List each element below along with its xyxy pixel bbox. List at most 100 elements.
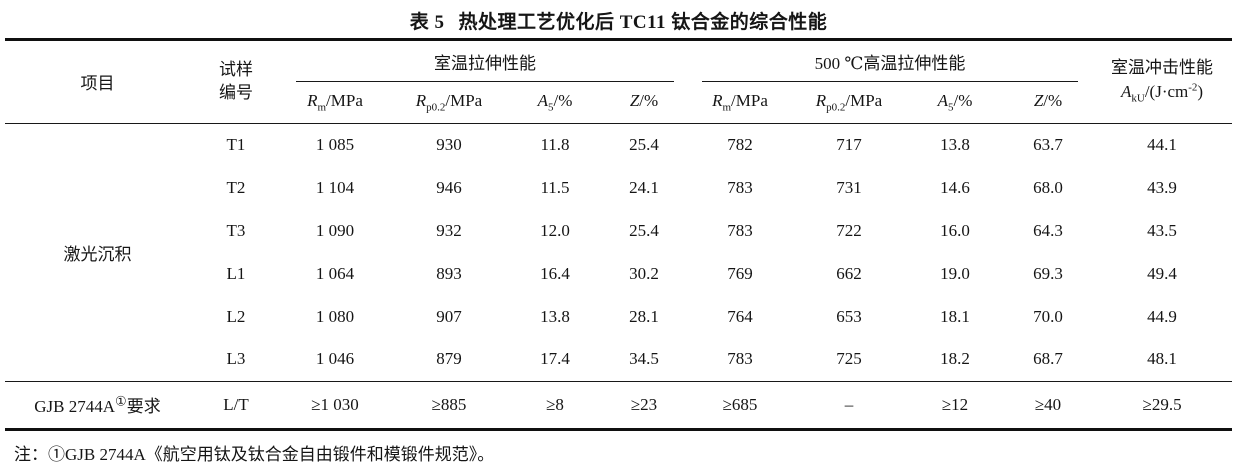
impact-subscript: kU — [1131, 92, 1145, 105]
table-row: L3 1 046 879 17.4 34.5 783 725 18.2 68.7… — [5, 338, 1232, 381]
table-footnote: 注：①GJB 2744A《航空用钛及钛合金自由锻件和模锻件规范》。 — [14, 444, 495, 464]
table-row: T3 1 090 932 12.0 25.4 783 722 16.0 64.3… — [5, 209, 1232, 252]
cell-value: 1 064 — [315, 263, 355, 283]
cell-value: 653 — [836, 306, 862, 326]
cell-value: ≥685 — [688, 380, 792, 429]
cell-value: ≥885 — [388, 380, 510, 429]
table-row: L2 1 080 907 13.8 28.1 764 653 18.1 70.0… — [5, 295, 1232, 338]
table-row: L1 1 064 893 16.4 30.2 769 662 19.0 69.3… — [5, 252, 1232, 295]
cell-value: 63.7 — [1033, 134, 1063, 154]
cell-sample-id: L3 — [226, 349, 246, 369]
cell-value: 28.1 — [629, 306, 659, 326]
cell-sample-id: T2 — [226, 177, 246, 197]
impact-unit-close: ) — [1197, 82, 1204, 102]
cell-value: 879 — [436, 349, 462, 369]
header-rt-rm: Rm/MPa — [282, 82, 388, 124]
header-group-high-temp-label: 500 ℃高温拉伸性能 — [702, 41, 1079, 82]
header-rt-rp02: Rp0.2/MPa — [388, 82, 510, 124]
cell-value: 783 — [727, 220, 753, 240]
requirement-label: GJB 2744A①要求 — [5, 380, 190, 429]
cell-value: 722 — [836, 220, 862, 240]
header-rt-z: Z/% — [600, 82, 688, 124]
cell-value: 18.1 — [940, 306, 970, 326]
header-impact-line1: 室温冲击性能 — [1111, 58, 1214, 78]
cell-value: ≥40 — [1004, 380, 1093, 429]
cell-value: ≥1 030 — [282, 380, 388, 429]
impact-symbol: A — [1120, 82, 1132, 102]
cell-value: 14.6 — [940, 177, 970, 197]
cell-value: 13.8 — [540, 306, 570, 326]
cell-value: 12.0 — [540, 220, 570, 240]
footnote-marker: ① — [115, 393, 127, 409]
cell-value: 13.8 — [940, 134, 970, 154]
header-ht-rp02: Rp0.2/MPa — [792, 82, 906, 124]
cell-value: 34.5 — [629, 349, 659, 369]
cell-value: 946 — [436, 177, 462, 197]
cell-value: 24.1 — [629, 177, 659, 197]
process-group-label: 激光沉积 — [63, 244, 132, 264]
cell-value: 782 — [727, 134, 753, 154]
cell-value: 769 — [727, 263, 753, 283]
cell-value: 783 — [727, 177, 753, 197]
cell-value: 49.4 — [1147, 263, 1177, 283]
cell-value: – — [792, 380, 906, 429]
cell-sample-id: T3 — [226, 220, 246, 240]
cell-value: 43.5 — [1147, 220, 1177, 240]
cell-value: 930 — [436, 134, 462, 154]
table-row: T2 1 104 946 11.5 24.1 783 731 14.6 68.0… — [5, 166, 1232, 209]
cell-value: 731 — [836, 177, 862, 197]
cell-value: 1 104 — [315, 177, 355, 197]
cell-value: 16.0 — [940, 220, 970, 240]
cell-value: 44.9 — [1147, 306, 1177, 326]
cell-value: 69.3 — [1033, 263, 1063, 283]
header-item: 项目 — [5, 39, 190, 124]
cell-value: 783 — [727, 349, 753, 369]
cell-value: 25.4 — [629, 220, 659, 240]
table-title: 表 5 热处理工艺优化后 TC11 钛合金的综合性能 — [0, 0, 1237, 38]
cell-value: 17.4 — [540, 349, 570, 369]
header-group-room-temp: 室温拉伸性能 — [282, 40, 688, 82]
cell-value: 68.0 — [1033, 177, 1063, 197]
cell-value: ≥29.5 — [1092, 380, 1233, 429]
cell-value: ≥8 — [510, 380, 600, 429]
cell-value: 43.9 — [1147, 177, 1177, 197]
cell-value: 725 — [836, 349, 862, 369]
cell-value: 1 090 — [315, 220, 355, 240]
impact-unit-open: /(J·cm — [1144, 82, 1189, 102]
header-sample-id: 试样 编号 — [190, 39, 282, 124]
cell-value: ≥12 — [906, 380, 1004, 429]
header-impact-symbol: AkU/(J·cm-2) — [1092, 80, 1232, 107]
cell-value: 70.0 — [1033, 306, 1063, 326]
table-number: 表 5 — [409, 12, 445, 33]
header-group-room-temp-label: 室温拉伸性能 — [296, 41, 674, 82]
header-ht-z: Z/% — [1004, 82, 1093, 124]
requirement-row: GJB 2744A①要求 L/T ≥1 030 ≥885 ≥8 ≥23 ≥685… — [5, 380, 1233, 429]
header-ht-rm: Rm/MPa — [688, 82, 792, 124]
cell-value: 48.1 — [1147, 349, 1177, 369]
cell-value: 44.1 — [1147, 134, 1177, 154]
impact-exponent: -2 — [1188, 81, 1198, 94]
cell-sample-id: T1 — [226, 134, 246, 154]
cell-value: 764 — [727, 306, 753, 326]
cell-value: 16.4 — [540, 263, 570, 283]
cell-value: 1 080 — [315, 306, 355, 326]
cell-value: 932 — [436, 220, 462, 240]
cell-value: ≥23 — [600, 380, 688, 429]
properties-table: 项目 试样 编号 室温拉伸性能 500 ℃高温拉伸性能 室温冲击性能 AkU/(… — [5, 38, 1233, 431]
table-title-text: 热处理工艺优化后 TC11 钛合金的综合性能 — [458, 12, 828, 33]
cell-value: 662 — [836, 263, 862, 283]
header-ht-a5: A5/% — [906, 82, 1004, 124]
cell-value: 11.8 — [540, 134, 570, 154]
cell-value: 30.2 — [629, 263, 659, 283]
cell-sample-id: L1 — [226, 263, 246, 283]
cell-value: 25.4 — [629, 134, 659, 154]
cell-value: 893 — [436, 263, 462, 283]
header-group-high-temp: 500 ℃高温拉伸性能 — [688, 40, 1092, 82]
header-impact: 室温冲击性能 AkU/(J·cm-2) — [1092, 39, 1233, 124]
cell-value: 68.7 — [1033, 349, 1063, 369]
header-rt-a5: A5/% — [510, 82, 600, 124]
cell-sample-id: L2 — [226, 306, 246, 326]
cell-value: 1 046 — [315, 349, 355, 369]
cell-sample-id: L/T — [190, 380, 282, 429]
